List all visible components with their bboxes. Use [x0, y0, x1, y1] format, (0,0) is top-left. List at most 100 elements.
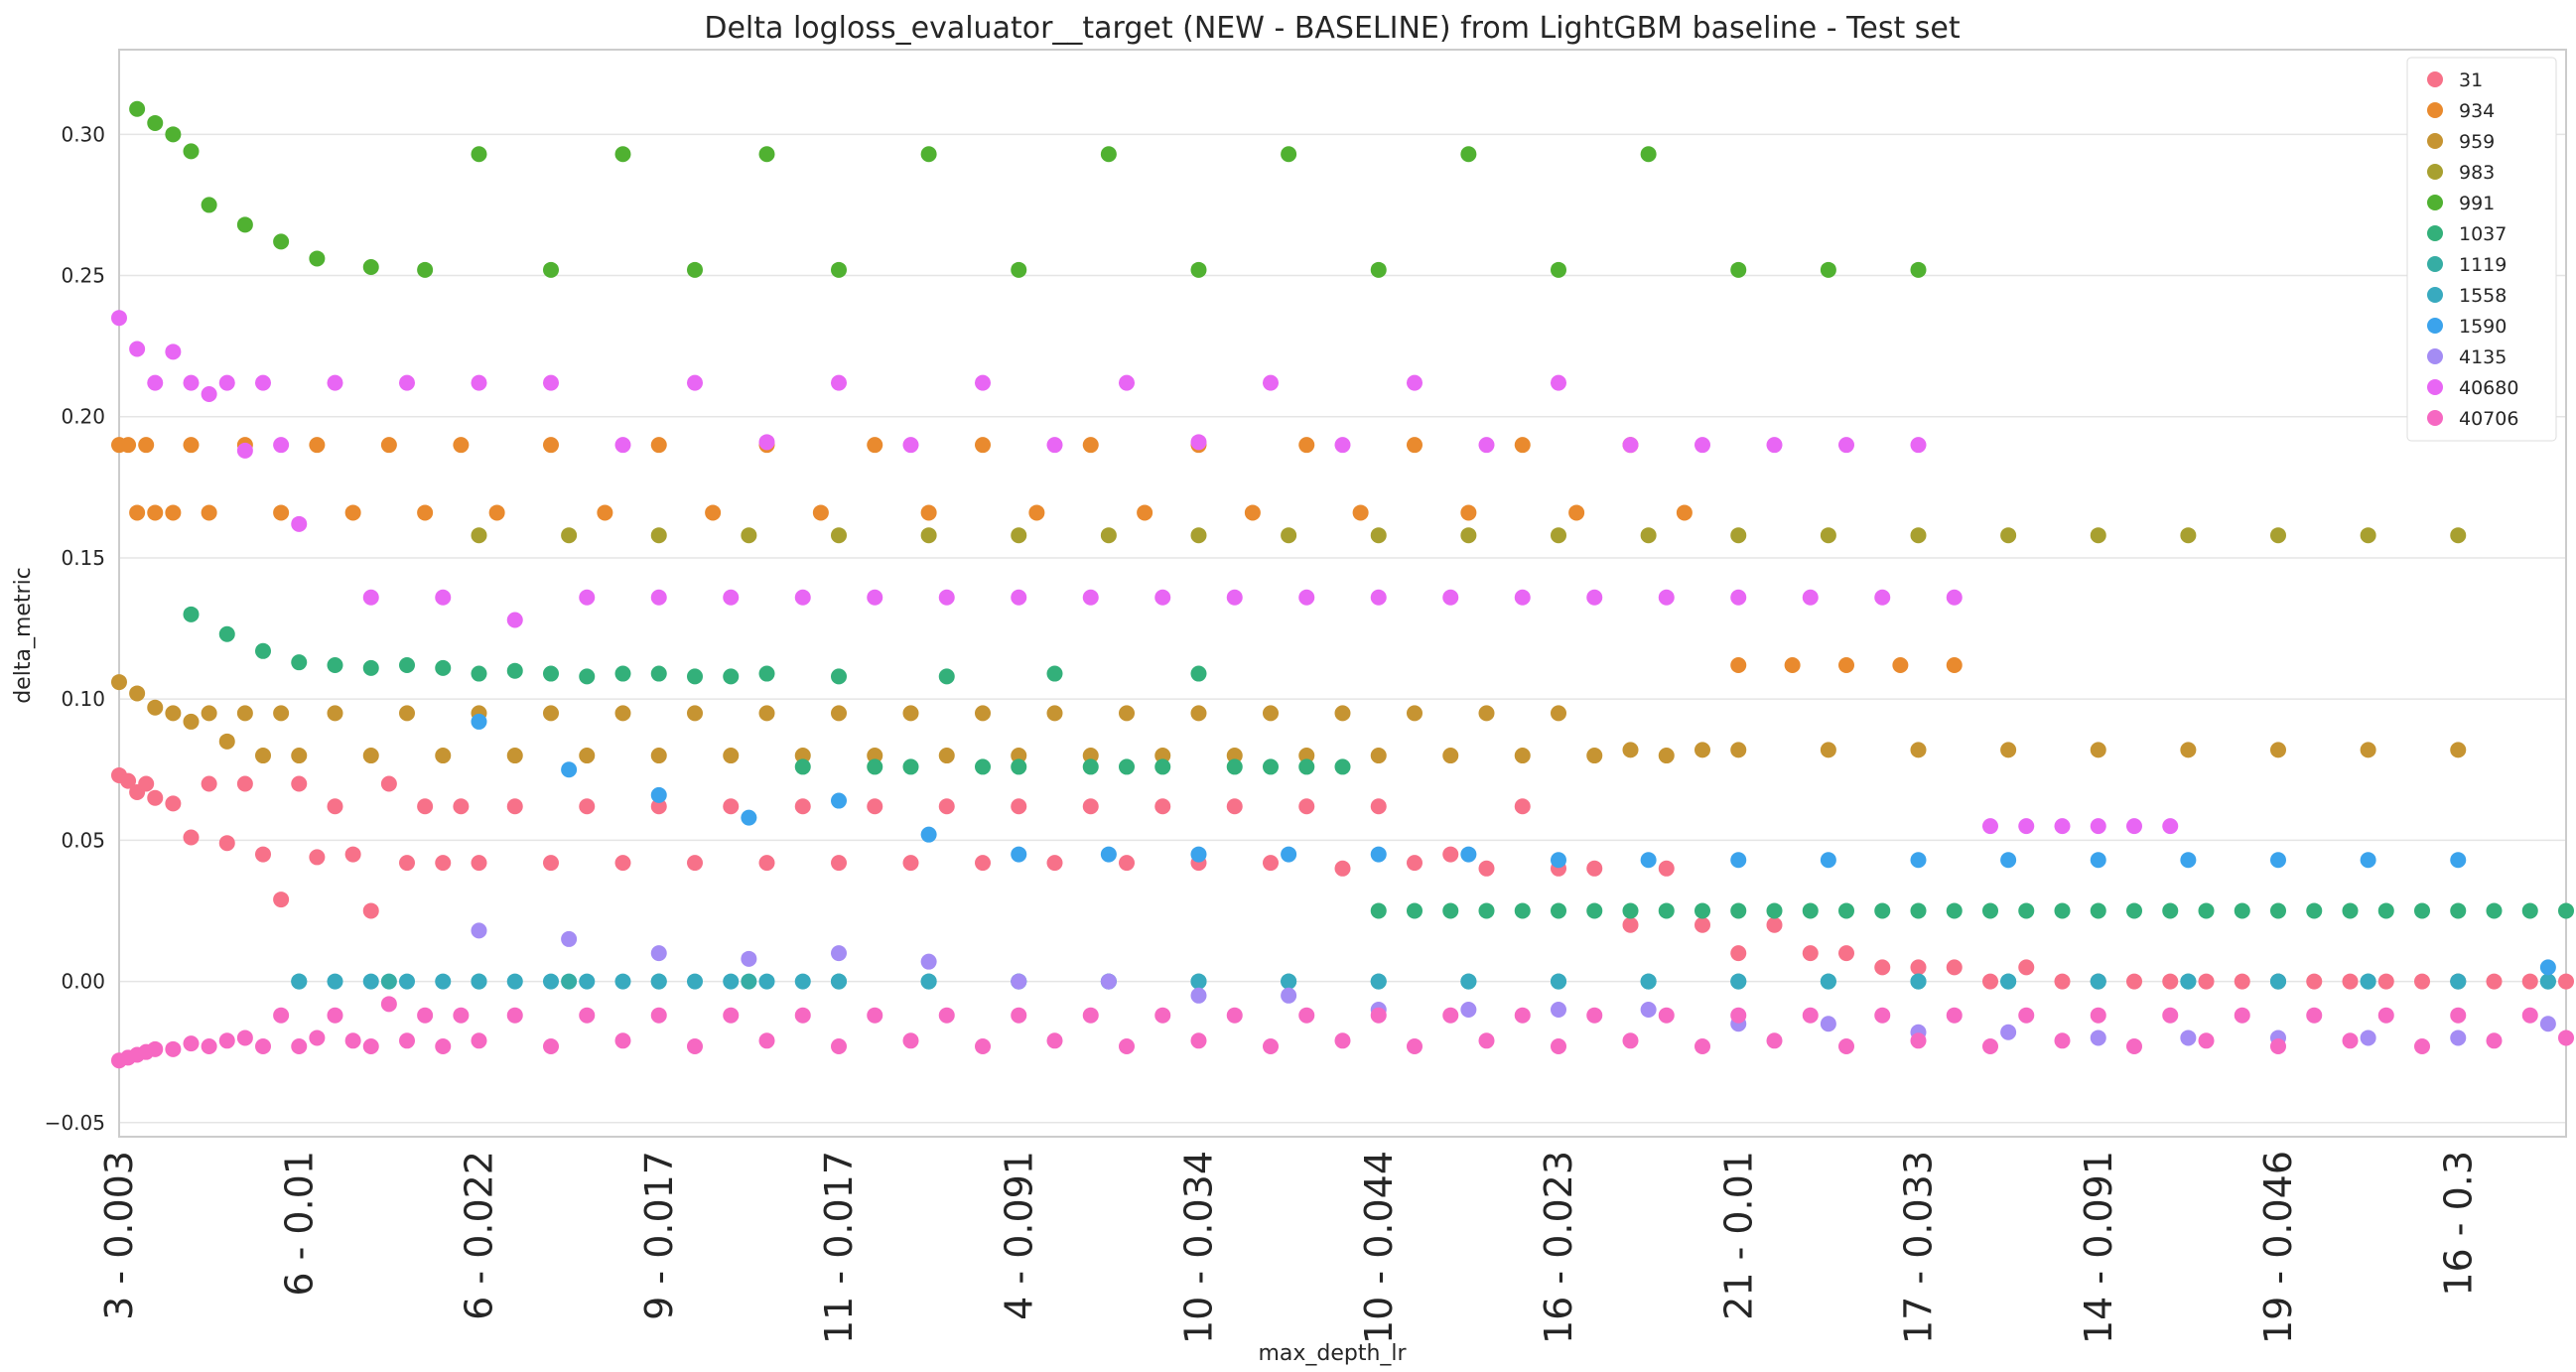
legend-box — [2406, 57, 2557, 442]
data-point — [1802, 589, 1819, 606]
data-point — [794, 973, 811, 990]
series-1590 — [471, 713, 2556, 976]
data-point — [2521, 973, 2538, 990]
data-point — [2162, 973, 2179, 990]
data-point — [138, 775, 155, 792]
data-point — [2306, 1007, 2323, 1024]
legend-label: 40680 — [2459, 377, 2518, 399]
data-point — [120, 772, 137, 789]
data-point — [687, 374, 703, 391]
data-point — [1551, 902, 1566, 919]
data-point — [138, 437, 155, 454]
data-point — [1586, 902, 1603, 919]
data-point — [1263, 374, 1279, 391]
data-point — [1910, 261, 1927, 278]
data-point — [1298, 437, 1315, 454]
legend-marker — [2427, 256, 2443, 272]
data-point — [273, 504, 290, 521]
y-tick-label: 0.15 — [61, 546, 105, 570]
data-point — [2270, 527, 2286, 544]
data-point — [417, 798, 434, 815]
x-axis: 3 - 0.003 6 - 0.01 6 - 0.022 9 - 0.017 11 - … — [97, 1151, 2480, 1344]
data-point — [920, 504, 937, 521]
data-point — [2414, 1037, 2430, 1054]
data-point — [2306, 973, 2323, 990]
data-point — [561, 761, 578, 778]
data-point — [1820, 261, 1836, 278]
data-point — [1281, 987, 1297, 1004]
data-point — [471, 855, 487, 872]
data-point — [2162, 902, 2179, 919]
data-point — [327, 374, 343, 391]
data-point — [2090, 852, 2106, 869]
data-point — [2198, 1032, 2215, 1049]
data-point — [147, 114, 164, 131]
data-point — [938, 589, 955, 606]
data-point — [687, 668, 703, 685]
data-point — [543, 973, 559, 990]
data-point — [758, 146, 775, 163]
data-point — [1514, 437, 1531, 454]
data-point — [147, 1040, 164, 1057]
data-point — [1046, 855, 1063, 872]
data-point — [1046, 705, 1063, 722]
data-point — [2000, 973, 2017, 990]
data-point — [2126, 818, 2142, 835]
data-point — [273, 233, 290, 250]
data-point — [1695, 902, 1710, 919]
data-point — [435, 659, 452, 676]
data-point — [1154, 748, 1171, 764]
data-point — [1119, 758, 1135, 775]
data-point — [687, 1037, 703, 1054]
data-point — [2000, 742, 2017, 758]
data-point — [1622, 902, 1639, 919]
data-point — [1190, 1032, 1207, 1049]
data-point — [2090, 973, 2106, 990]
data-point — [831, 1037, 847, 1054]
data-point — [183, 437, 200, 454]
data-point — [794, 748, 811, 764]
data-point — [273, 437, 290, 454]
data-point — [453, 1007, 470, 1024]
data-point — [2306, 902, 2323, 919]
data-point — [1334, 1032, 1351, 1049]
series-983 — [471, 527, 2467, 544]
data-point — [2180, 527, 2197, 544]
data-point — [120, 437, 137, 454]
data-point — [2377, 902, 2394, 919]
data-point — [867, 758, 883, 775]
data-point — [1874, 1007, 1891, 1024]
data-point — [614, 437, 631, 454]
data-point — [920, 826, 937, 843]
legend-label: 40706 — [2459, 408, 2518, 430]
data-point — [1370, 846, 1387, 863]
data-point — [1407, 1037, 1423, 1054]
data-point — [2486, 1032, 2503, 1049]
data-point — [1551, 374, 1566, 391]
data-point — [579, 748, 596, 764]
data-point — [2180, 742, 2197, 758]
data-point — [561, 973, 578, 990]
data-point — [1838, 437, 1854, 454]
data-point — [1082, 589, 1099, 606]
data-point — [794, 589, 811, 606]
data-points — [111, 100, 2574, 1069]
data-point — [1568, 504, 1585, 521]
data-point — [758, 973, 775, 990]
x-tick-label: 16 - 0.3 — [2436, 1151, 2480, 1297]
data-point — [1586, 589, 1603, 606]
data-point — [183, 374, 200, 391]
data-point — [650, 1007, 667, 1024]
data-point — [758, 705, 775, 722]
data-point — [2450, 852, 2467, 869]
data-point — [1478, 902, 1495, 919]
data-point — [218, 625, 235, 642]
data-point — [291, 1037, 308, 1054]
data-point — [309, 849, 326, 866]
data-point — [1011, 1007, 1027, 1024]
legend-marker — [2427, 379, 2443, 395]
data-point — [687, 261, 703, 278]
data-point — [1298, 589, 1315, 606]
data-point — [417, 1007, 434, 1024]
data-point — [218, 733, 235, 750]
